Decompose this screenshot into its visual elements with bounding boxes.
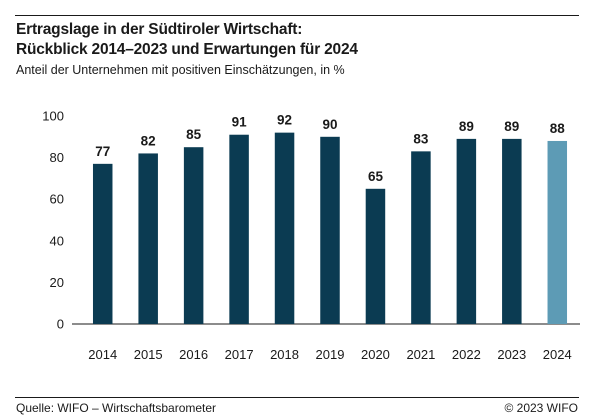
data-label-2024: 88 <box>550 121 566 136</box>
y-axis: 0 20 40 60 80 100 <box>42 109 580 332</box>
title-line-1: Ertragslage in der Südtiroler Wirtschaft… <box>16 21 303 38</box>
y-tick-label: 80 <box>50 150 64 165</box>
data-label-2015: 82 <box>141 133 156 148</box>
bar-2015 <box>138 153 158 324</box>
x-tick-label: 2021 <box>406 347 435 362</box>
data-label-2023: 89 <box>504 119 519 134</box>
data-labels: 77 82 85 91 92 90 65 83 89 89 88 <box>95 113 565 184</box>
x-tick-label: 2019 <box>316 347 345 362</box>
x-tick-label: 2016 <box>179 347 208 362</box>
x-tick-label: 2018 <box>270 347 299 362</box>
title-line-2: Rückblick 2014–2023 und Erwartungen für … <box>16 41 358 58</box>
source-note: Quelle: WIFO – Wirtschaftsbarometer <box>16 401 217 415</box>
data-label-2018: 92 <box>277 113 292 128</box>
bottom-rule <box>15 397 579 398</box>
data-label-2016: 85 <box>186 127 202 142</box>
x-tick-label: 2020 <box>361 347 390 362</box>
data-label-2017: 91 <box>232 115 248 130</box>
x-tick-label: 2022 <box>452 347 481 362</box>
chart-subtitle: Anteil der Unternehmen mit positiven Ein… <box>16 63 345 77</box>
bar-2024 <box>547 140 568 324</box>
y-tick-label: 20 <box>50 275 64 290</box>
copyright-note: © 2023 WIFO <box>504 401 578 415</box>
data-label-2014: 77 <box>95 144 110 159</box>
x-tick-label: 2017 <box>225 347 254 362</box>
y-tick-label: 100 <box>42 109 64 124</box>
bar-2021 <box>411 151 431 324</box>
chart-title: Ertragslage in der Südtiroler Wirtschaft… <box>16 20 358 60</box>
y-tick-label: 0 <box>57 317 64 332</box>
y-tick-label: 40 <box>50 233 64 248</box>
x-tick-label: 2015 <box>134 347 163 362</box>
y-tick-label: 60 <box>50 192 64 207</box>
bar-2019 <box>320 136 340 324</box>
bar-2017 <box>229 134 249 324</box>
data-label-2021: 83 <box>413 131 429 146</box>
data-label-2022: 89 <box>459 119 474 134</box>
bar-2020 <box>365 188 386 324</box>
x-tick-label: 2014 <box>88 347 117 362</box>
bar-2014 <box>92 163 113 324</box>
bar-2023 <box>502 138 522 324</box>
data-label-2020: 65 <box>368 169 384 184</box>
bar-2018 <box>274 132 295 324</box>
x-tick-label: 2024 <box>543 347 572 362</box>
bars <box>92 132 568 324</box>
bar-2016 <box>183 147 204 324</box>
x-tick-label: 2023 <box>497 347 526 362</box>
top-rule <box>15 15 579 16</box>
bar-2022 <box>456 138 477 324</box>
x-axis: 2014 2015 2016 2017 2018 2019 2020 2021 2022 2023… <box>88 347 571 362</box>
data-label-2019: 90 <box>322 117 337 132</box>
